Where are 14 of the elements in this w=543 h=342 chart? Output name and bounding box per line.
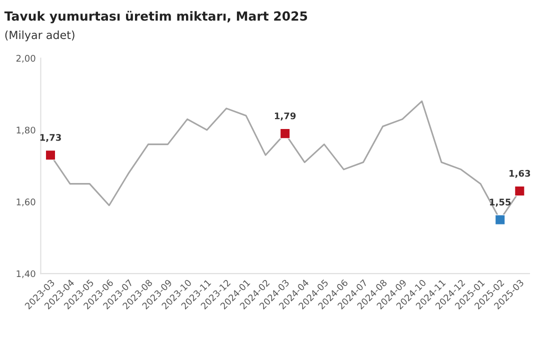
point [45, 150, 56, 160]
data-label: 1,63 [510, 170, 530, 178]
point [494, 214, 506, 225]
data-label: 1,55 [490, 198, 511, 207]
point [514, 186, 525, 196]
y-tick-label: 1,40 [16, 270, 36, 278]
point [280, 128, 290, 139]
data-label: 1,73 [40, 134, 61, 142]
chart-subtitle: (Milyar adet) [5, 30, 74, 42]
chart-title: Tavuk yumurtası üretim miktarı, Mart 2025 [4, 10, 308, 24]
y-tick-label: 2,00 [16, 54, 36, 63]
y-tick-label: 1,80 [16, 126, 36, 134]
y-tick-label: 1,60 [16, 198, 36, 206]
data-label: 1,79 [274, 112, 296, 120]
